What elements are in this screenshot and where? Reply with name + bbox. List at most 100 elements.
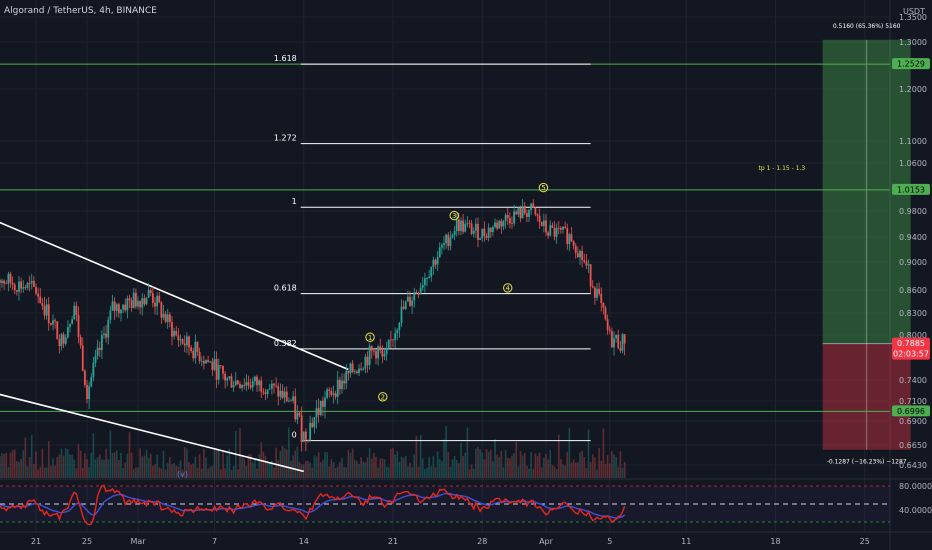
trend-line[interactable]	[0, 389, 304, 473]
volume-bar	[228, 448, 231, 478]
candle-body	[24, 287, 27, 289]
candle-body	[120, 309, 122, 314]
wave-label: 2	[381, 393, 385, 401]
volume-bar	[379, 458, 382, 478]
candle-body	[330, 390, 333, 395]
candle-body	[134, 292, 137, 307]
note-text[interactable]: tp 1 - 1.15 - 1.3	[759, 165, 806, 172]
volume-bar	[132, 469, 135, 478]
volume-bar	[458, 463, 460, 478]
volume-bar	[387, 467, 390, 478]
volume-bar	[430, 466, 433, 478]
volume-bar	[521, 455, 524, 478]
long-position-tool[interactable]: 0.5160 (65.36%) 5160 -0.1287 (−16.23%) −1…	[822, 23, 911, 466]
elliott-wave-labels[interactable]: 1 2 3 4 5	[365, 182, 549, 402]
volume-bar	[608, 463, 611, 478]
volume-bar	[353, 459, 356, 478]
candle-body	[576, 253, 579, 258]
candle-body	[553, 227, 556, 237]
candle-body	[192, 350, 195, 359]
candle-body	[183, 343, 186, 346]
volume-bar	[188, 461, 190, 478]
volume-bar	[84, 453, 86, 478]
price-tick-label: 1.1000	[899, 137, 927, 146]
candle-body	[430, 267, 433, 277]
candle-body	[379, 346, 382, 351]
trend-lines[interactable]	[0, 214, 349, 473]
volume-bar	[35, 451, 37, 478]
rsi-tick-label: 40.0000	[899, 506, 932, 515]
candle-body	[506, 215, 509, 218]
price-tick-label: 0.7400	[899, 376, 927, 385]
price-tick-label: 0.9800	[899, 207, 927, 216]
candle-body	[317, 408, 320, 415]
candle-body	[355, 371, 358, 373]
candle-body	[392, 339, 394, 341]
volume-bar	[264, 456, 267, 478]
volume-bar	[451, 459, 454, 478]
candle-body	[440, 245, 443, 248]
candle-body	[26, 282, 29, 288]
price-badges: 1.2529 1.0153 0.7885 02:03:57 0.6996	[892, 58, 930, 417]
candle-body	[324, 397, 326, 407]
wave-label: 4	[506, 284, 511, 292]
volume-bar	[398, 461, 401, 478]
candle-body	[86, 384, 88, 400]
candle-body	[198, 351, 201, 362]
volume-bar	[381, 458, 384, 478]
wave-marker[interactable]	[538, 182, 549, 193]
price-badge-label: 0.7885	[897, 339, 925, 348]
candle-body	[398, 322, 401, 331]
candle-body	[132, 292, 135, 308]
volume-bar	[13, 449, 16, 478]
volume-bar	[30, 435, 33, 478]
volume-bar	[336, 466, 339, 478]
candle-body	[54, 320, 57, 322]
candle-body	[542, 220, 545, 226]
volume-bar	[479, 448, 481, 478]
volume-bar	[549, 449, 552, 478]
candle-body	[345, 370, 348, 384]
candle-body	[406, 296, 409, 302]
candle-body	[621, 334, 624, 351]
volume-bar	[251, 462, 254, 478]
candle-body	[579, 250, 581, 258]
volume-bar	[487, 451, 490, 478]
candle-body	[326, 389, 329, 398]
volume-bar	[171, 464, 173, 478]
wave-marker[interactable]	[503, 283, 513, 293]
candle-body	[411, 300, 414, 306]
candle-body	[200, 361, 203, 362]
candle-body	[296, 412, 299, 420]
volume-bar	[492, 461, 494, 478]
candle-body	[557, 227, 560, 229]
wave-marker[interactable]	[365, 332, 375, 342]
volume-bar	[169, 456, 171, 478]
trend-line[interactable]	[0, 214, 349, 371]
candle-body	[332, 393, 335, 395]
volume-bar	[207, 468, 209, 478]
candle-body	[545, 220, 547, 233]
volume-bar	[419, 435, 422, 478]
candle-body	[241, 385, 244, 389]
volume-bar	[200, 468, 203, 478]
target-label: 0.5160 (65.36%) 5160	[833, 23, 901, 30]
candle-body	[307, 439, 309, 441]
wave-marker[interactable]	[449, 210, 459, 221]
candle-body	[28, 282, 31, 284]
loss-zone[interactable]	[822, 343, 911, 450]
candle-body	[559, 227, 562, 230]
candle-body	[304, 431, 307, 440]
volume-bar	[343, 466, 345, 478]
volume-bar	[75, 468, 78, 478]
volume-bar	[145, 449, 148, 478]
candle-body	[472, 230, 475, 234]
volume-bar	[149, 453, 152, 478]
wave-marker[interactable]	[378, 392, 388, 402]
candle-body	[528, 210, 530, 217]
candle-body	[285, 391, 288, 402]
candle-body	[79, 336, 82, 346]
stop-label: -0.1287 (−16.23%) −1287	[827, 459, 907, 466]
candle-body	[504, 215, 507, 222]
